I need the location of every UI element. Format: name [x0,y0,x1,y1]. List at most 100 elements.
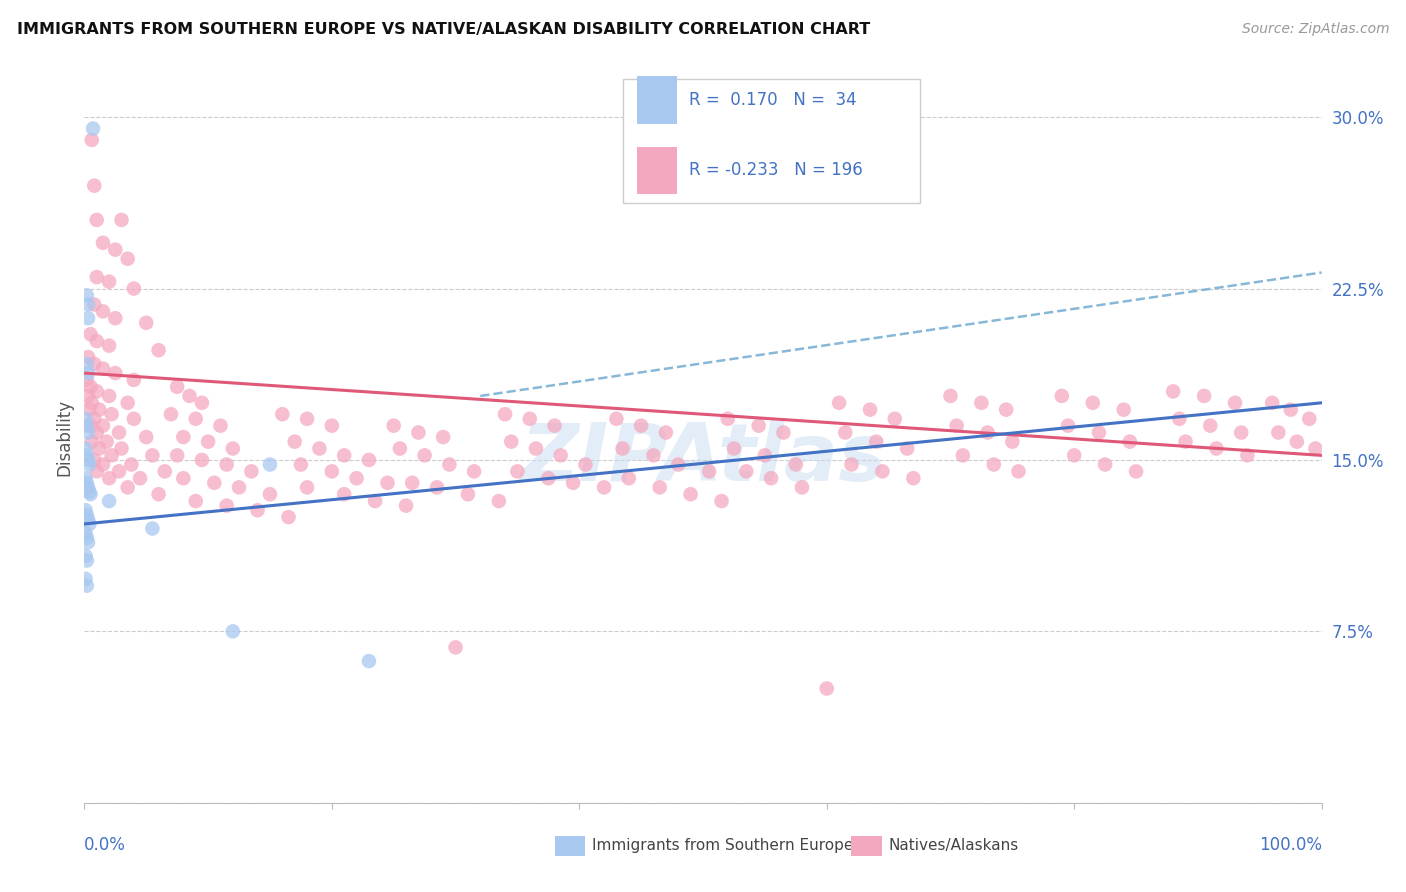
Point [1305,442,1327,456]
Point [1298,412,1320,426]
Point [91,458,114,472]
Point [108,425,131,440]
Point [859,402,882,417]
Point [80,396,103,410]
Point [75,503,97,517]
Point [76,288,98,302]
Point [426,480,449,494]
Point [86,334,108,348]
Point [129,471,152,485]
Point [735,464,758,478]
Point [79,380,101,394]
Point [76,357,98,371]
Bar [637,146,678,194]
Point [215,458,238,472]
Bar [554,836,585,856]
Point [77,425,100,440]
Point [80,434,103,449]
Point [77,311,100,326]
Point [77,366,100,380]
Point [488,494,510,508]
Point [184,412,207,426]
Point [952,449,974,463]
Point [574,458,596,472]
Point [98,338,121,352]
Point [76,418,98,433]
Point [1230,425,1253,440]
Point [215,499,238,513]
Point [110,442,132,456]
Point [1088,425,1111,440]
Point [91,361,114,376]
Point [166,380,188,394]
Point [80,133,103,147]
Point [86,270,108,285]
Point [1236,449,1258,463]
Point [321,464,343,478]
Point [785,458,807,472]
Text: R =  0.170   N =  34: R = 0.170 N = 34 [689,91,858,109]
Point [79,487,101,501]
Point [110,213,132,227]
Point [135,430,157,444]
Point [172,471,194,485]
Point [75,412,97,426]
Point [79,402,101,417]
Point [202,475,225,490]
Point [666,458,689,472]
Text: Source: ZipAtlas.com: Source: ZipAtlas.com [1241,22,1389,37]
Point [76,553,98,567]
Point [537,471,560,485]
Point [983,458,1005,472]
Point [259,458,281,472]
Point [77,453,100,467]
Point [697,464,720,478]
Point [135,316,157,330]
Point [122,281,145,295]
Point [75,549,97,563]
Point [357,453,380,467]
Point [1057,418,1080,433]
Point [377,475,399,490]
Point [79,327,101,342]
Point [76,531,98,545]
Point [346,471,368,485]
Point [91,235,114,250]
Point [89,402,111,417]
Point [76,579,98,593]
Point [413,449,436,463]
Point [790,480,813,494]
Point [76,449,98,463]
Text: IMMIGRANTS FROM SOUTHERN EUROPE VS NATIVE/ALASKAN DISABILITY CORRELATION CHART: IMMIGRANTS FROM SOUTHERN EUROPE VS NATIV… [17,22,870,37]
Point [222,624,245,639]
Point [494,407,516,421]
Point [1161,384,1184,399]
Bar [637,77,678,124]
Point [79,516,101,531]
Point [120,458,142,472]
Point [976,425,998,440]
Point [432,430,454,444]
Point [1119,434,1142,449]
Point [612,442,634,456]
Point [970,396,993,410]
Point [89,442,111,456]
Point [1001,434,1024,449]
Point [828,396,851,410]
Point [759,471,782,485]
Point [562,475,585,490]
Point [76,508,98,522]
Point [184,494,207,508]
Point [655,425,678,440]
Point [77,389,100,403]
Point [295,412,318,426]
Point [104,243,127,257]
Point [98,275,121,289]
Text: Immigrants from Southern Europe: Immigrants from Southern Europe [592,838,853,854]
Point [1168,412,1191,426]
Point [1050,389,1073,403]
Point [79,458,101,472]
Point [364,494,387,508]
Point [86,425,108,440]
Point [1285,434,1308,449]
